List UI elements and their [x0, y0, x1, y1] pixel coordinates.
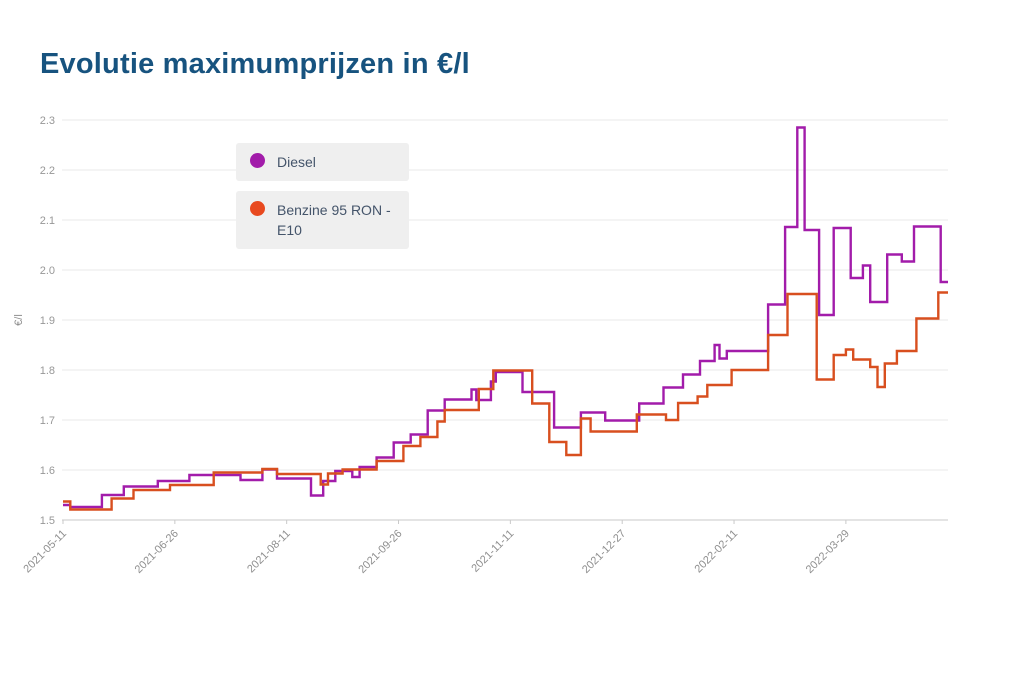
y-tick-label: 1.8 [40, 365, 55, 377]
x-tick-label: 2021-05-11 [21, 528, 69, 576]
y-tick-label: 2.1 [40, 215, 55, 227]
legend-label-benzine: Benzine 95 RON - E10 [277, 202, 391, 238]
page-title: Evolutie maximumprijzen in €/l [40, 48, 470, 80]
x-tick-label: 2021-12-27 [580, 528, 628, 576]
y-tick-label: 1.7 [40, 415, 55, 427]
x-axis: 2021-05-11 2021-06-26 2021-08-11 2021-09-26… [21, 520, 852, 576]
x-tick-label: 2022-03-29 [804, 528, 852, 576]
y-tick-label: 1.6 [40, 465, 55, 477]
legend-item-diesel[interactable]: Diesel [236, 143, 409, 181]
x-tick-label: 2021-06-26 [133, 528, 181, 576]
y-tick-label: 1.5 [40, 515, 55, 527]
chart-legend: Diesel Benzine 95 RON - E10 [236, 143, 409, 259]
y-tick-label: 2.0 [40, 265, 55, 277]
legend-item-benzine[interactable]: Benzine 95 RON - E10 [236, 191, 409, 249]
x-tick-label: 2021-09-26 [356, 528, 404, 576]
legend-label-diesel: Diesel [277, 154, 316, 170]
x-tick-label: 2021-08-11 [245, 528, 293, 576]
x-tick-label: 2021-11-11 [469, 528, 516, 575]
y-axis-title: €/l [13, 314, 25, 326]
diesel-line[interactable] [63, 126, 948, 509]
y-tick-label: 2.2 [40, 165, 55, 177]
benzine-color-dot [250, 201, 265, 216]
benzine-95-ron-e10-line[interactable] [63, 291, 948, 511]
diesel-color-dot [250, 153, 265, 168]
x-tick-label: 2022-02-11 [692, 528, 740, 576]
y-tick-label: 1.9 [40, 315, 55, 327]
y-tick-label: 2.3 [40, 115, 55, 127]
y-gridlines: 1.5 1.6 1.7 1.8 1.9 2.0 2.1 2.2 2.3 [40, 115, 948, 527]
